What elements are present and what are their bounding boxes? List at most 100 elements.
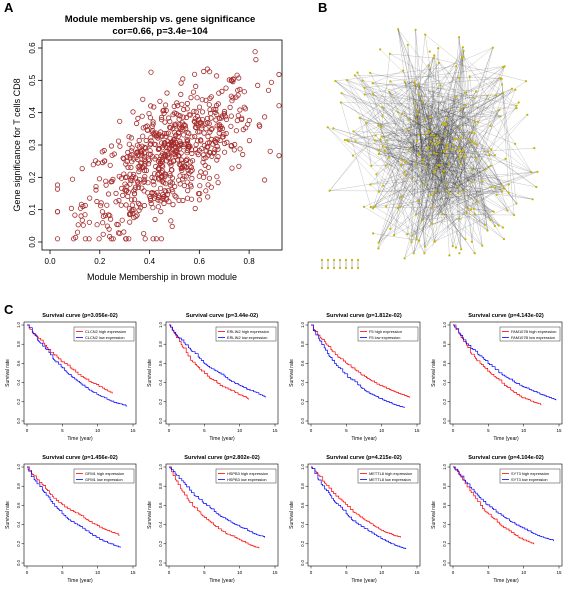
scatter-point	[168, 218, 174, 224]
survival-panel: Survival curve (p=3.44e-02) 0 5 10 15 0.0 0.2 0…	[147, 313, 279, 442]
network-node	[429, 140, 432, 143]
network-node	[457, 149, 460, 152]
scatter-point	[167, 179, 173, 185]
scatter-point	[126, 236, 132, 242]
survival-y-tick-label: 1.0	[442, 463, 447, 469]
scatter-point	[126, 134, 132, 140]
scatter-point	[107, 162, 113, 168]
network-node	[524, 80, 528, 83]
scatter-x-tick-label: 0.2	[94, 257, 106, 266]
scatter-point	[221, 108, 228, 115]
scatter-point	[206, 102, 212, 108]
network-node	[438, 141, 441, 144]
scatter-point	[208, 94, 214, 100]
scatter-point	[267, 148, 273, 154]
survival-y-tick-label: 1.0	[158, 321, 163, 327]
scatter-point	[201, 68, 207, 75]
scatter-point	[148, 69, 154, 75]
network-node	[462, 49, 465, 52]
survival-x-tick-label: 15	[414, 570, 420, 575]
scatter-point	[246, 138, 252, 144]
scatter-point	[190, 89, 197, 95]
network-node	[365, 122, 368, 125]
scatter-point	[189, 196, 195, 202]
panel-label-b: B	[318, 0, 328, 15]
scatter-point	[184, 136, 190, 142]
scatter-point	[54, 209, 61, 215]
scatter-point	[215, 154, 221, 160]
scatter-point	[135, 115, 141, 122]
scatter-point	[127, 211, 133, 217]
scatter-point	[150, 119, 156, 125]
scatter-point	[103, 182, 109, 188]
network-node	[407, 148, 410, 151]
scatter-point	[183, 173, 189, 179]
survival-panel: Survival curve (p=3.056e-02) 0 5 10 15 0.0 0.2…	[5, 313, 137, 442]
network-node	[423, 245, 426, 248]
network-node	[371, 207, 374, 210]
scatter-point	[158, 185, 164, 191]
scatter-point	[180, 197, 186, 204]
scatter-point	[118, 202, 124, 208]
network-node	[466, 207, 469, 210]
scatter-point	[120, 155, 126, 161]
network-node	[404, 174, 407, 177]
network-node	[388, 52, 391, 56]
network-node	[494, 186, 497, 189]
survival-y-tick-label: 0.4	[16, 379, 21, 385]
scatter-point	[214, 174, 220, 180]
network-node	[383, 149, 386, 152]
survival-y-tick-label: 0.6	[300, 360, 305, 366]
survival-x-tick-label: 0	[310, 570, 313, 575]
survival-title: Survival curve (p=4.104e-02)	[468, 455, 544, 461]
scatter-point	[216, 115, 222, 122]
scatter-point	[140, 96, 146, 102]
scatter-point	[99, 209, 106, 215]
network-node	[487, 150, 490, 153]
scatter-point	[188, 95, 194, 101]
network-node	[458, 157, 461, 160]
scatter-point	[184, 195, 191, 201]
network-node	[457, 185, 460, 188]
scatter-point	[178, 91, 184, 98]
scatter-y-tick-label: 0.6	[28, 42, 37, 54]
scatter-point	[196, 116, 202, 123]
network-node	[495, 193, 498, 196]
network-node	[415, 118, 418, 121]
scatter-point	[163, 102, 169, 108]
network-node	[473, 252, 476, 255]
survival-y-tick-label: 0.0	[300, 417, 305, 423]
scatter-point	[156, 146, 162, 152]
scatter-point	[108, 216, 114, 222]
survival-panel: Survival curve (p=1.456e-02) 0 5 10 15 0.0 0.2…	[5, 455, 137, 584]
legend-label-low: CLCN2 low expression	[85, 335, 125, 340]
survival-grid: Survival curve (p=3.056e-02) 0 5 10 15 0.0 0.2…	[0, 308, 568, 588]
network-node	[400, 163, 403, 166]
survival-frame	[449, 463, 563, 567]
scatter-point	[187, 112, 193, 118]
survival-legend	[357, 468, 419, 484]
survival-y-tick-label: 0.6	[158, 360, 163, 366]
network-node	[388, 90, 391, 93]
network-node	[535, 185, 538, 189]
network-node	[445, 183, 448, 186]
network-node	[473, 142, 476, 145]
network-node	[356, 266, 360, 270]
scatter-point	[144, 127, 150, 133]
legend-label-low: METTL8 low expression	[369, 477, 411, 482]
survival-y-tick-label: 0.6	[442, 360, 447, 366]
scatter-point	[166, 115, 172, 121]
network-node	[444, 132, 447, 136]
scatter-point	[195, 123, 201, 129]
survival-y-tick-label: 1.0	[300, 321, 305, 327]
network-node	[414, 213, 417, 216]
scatter-point	[213, 106, 219, 113]
scatter-point	[228, 77, 234, 83]
scatter-point	[138, 149, 144, 155]
scatter-point	[142, 236, 148, 242]
network-node	[476, 200, 479, 203]
network-node	[493, 154, 496, 157]
network-node	[374, 139, 377, 142]
network-node	[358, 116, 361, 119]
network-node	[369, 206, 372, 209]
